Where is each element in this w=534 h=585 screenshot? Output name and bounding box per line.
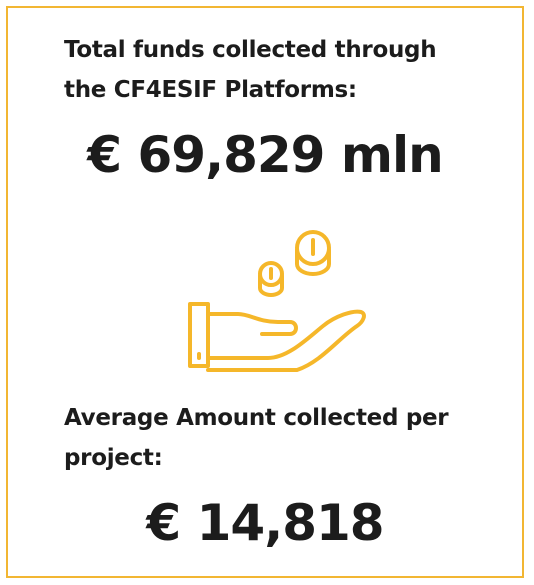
hand-coins-icon [188, 230, 366, 372]
average-label: Average Amount collected per project: [64, 398, 449, 478]
label-line: the CF4ESIF Platforms: [64, 77, 357, 103]
label-line: project: [64, 445, 163, 471]
total-label: Total funds collected through the CF4ESI… [64, 30, 437, 110]
info-card: Total funds collected through the CF4ESI… [6, 6, 524, 578]
label-line: Total funds collected through [64, 37, 437, 63]
total-value: € 69,829 mln [87, 126, 443, 184]
label-line: Average Amount collected per [64, 405, 449, 431]
average-value: € 14,818 [146, 494, 384, 552]
